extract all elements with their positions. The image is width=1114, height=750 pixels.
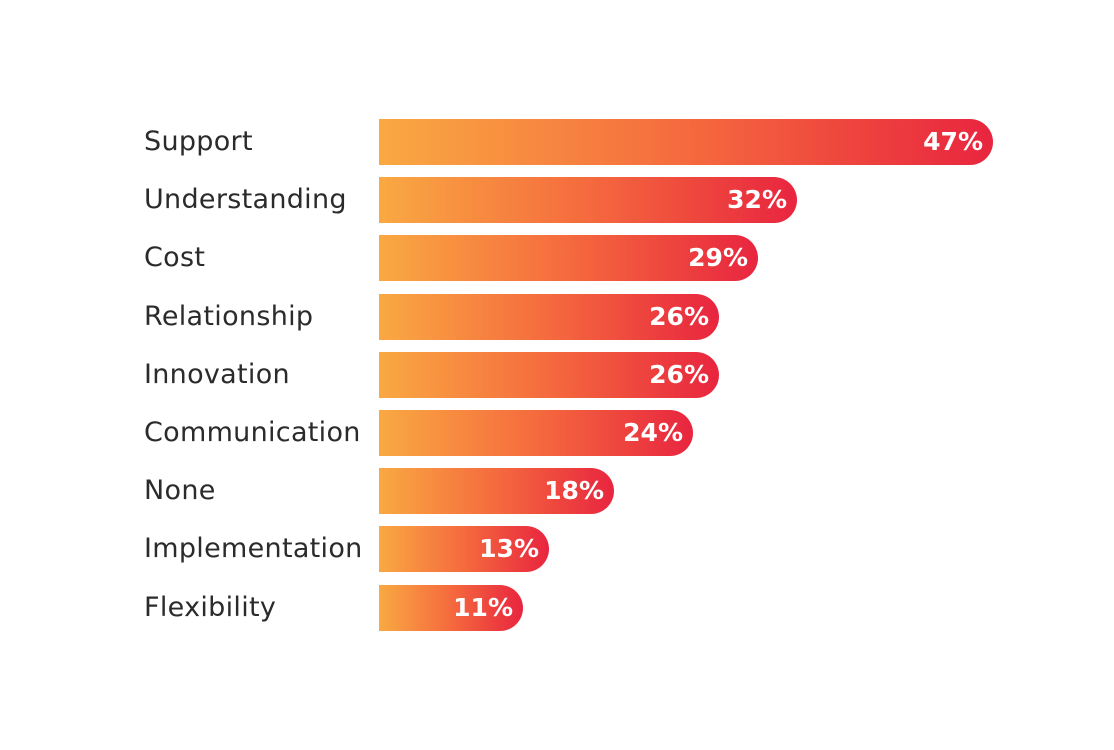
category-label: Support: [144, 126, 253, 157]
bar: [379, 177, 797, 223]
value-label: 24%: [623, 418, 683, 447]
bar: [379, 585, 523, 631]
bar: [379, 410, 693, 456]
bar: [379, 119, 993, 165]
value-label: 26%: [649, 302, 709, 331]
category-label: None: [144, 475, 216, 506]
category-label: Cost: [144, 242, 206, 273]
bar: [379, 294, 719, 340]
bar: [379, 526, 549, 572]
value-label: 26%: [649, 360, 709, 389]
bar: [379, 235, 758, 281]
bar: [379, 352, 719, 398]
category-label: Innovation: [144, 359, 290, 390]
value-label: 29%: [688, 243, 748, 272]
category-label: Relationship: [144, 301, 314, 332]
value-label: 47%: [923, 127, 983, 156]
category-label: Implementation: [144, 533, 363, 564]
category-label: Communication: [144, 417, 361, 448]
value-label: 11%: [453, 593, 513, 622]
category-label: Flexibility: [144, 592, 277, 623]
value-label: 32%: [727, 185, 787, 214]
category-label: Understanding: [144, 184, 347, 215]
bar: [379, 468, 614, 514]
value-label: 18%: [544, 476, 604, 505]
value-label: 13%: [479, 534, 539, 563]
